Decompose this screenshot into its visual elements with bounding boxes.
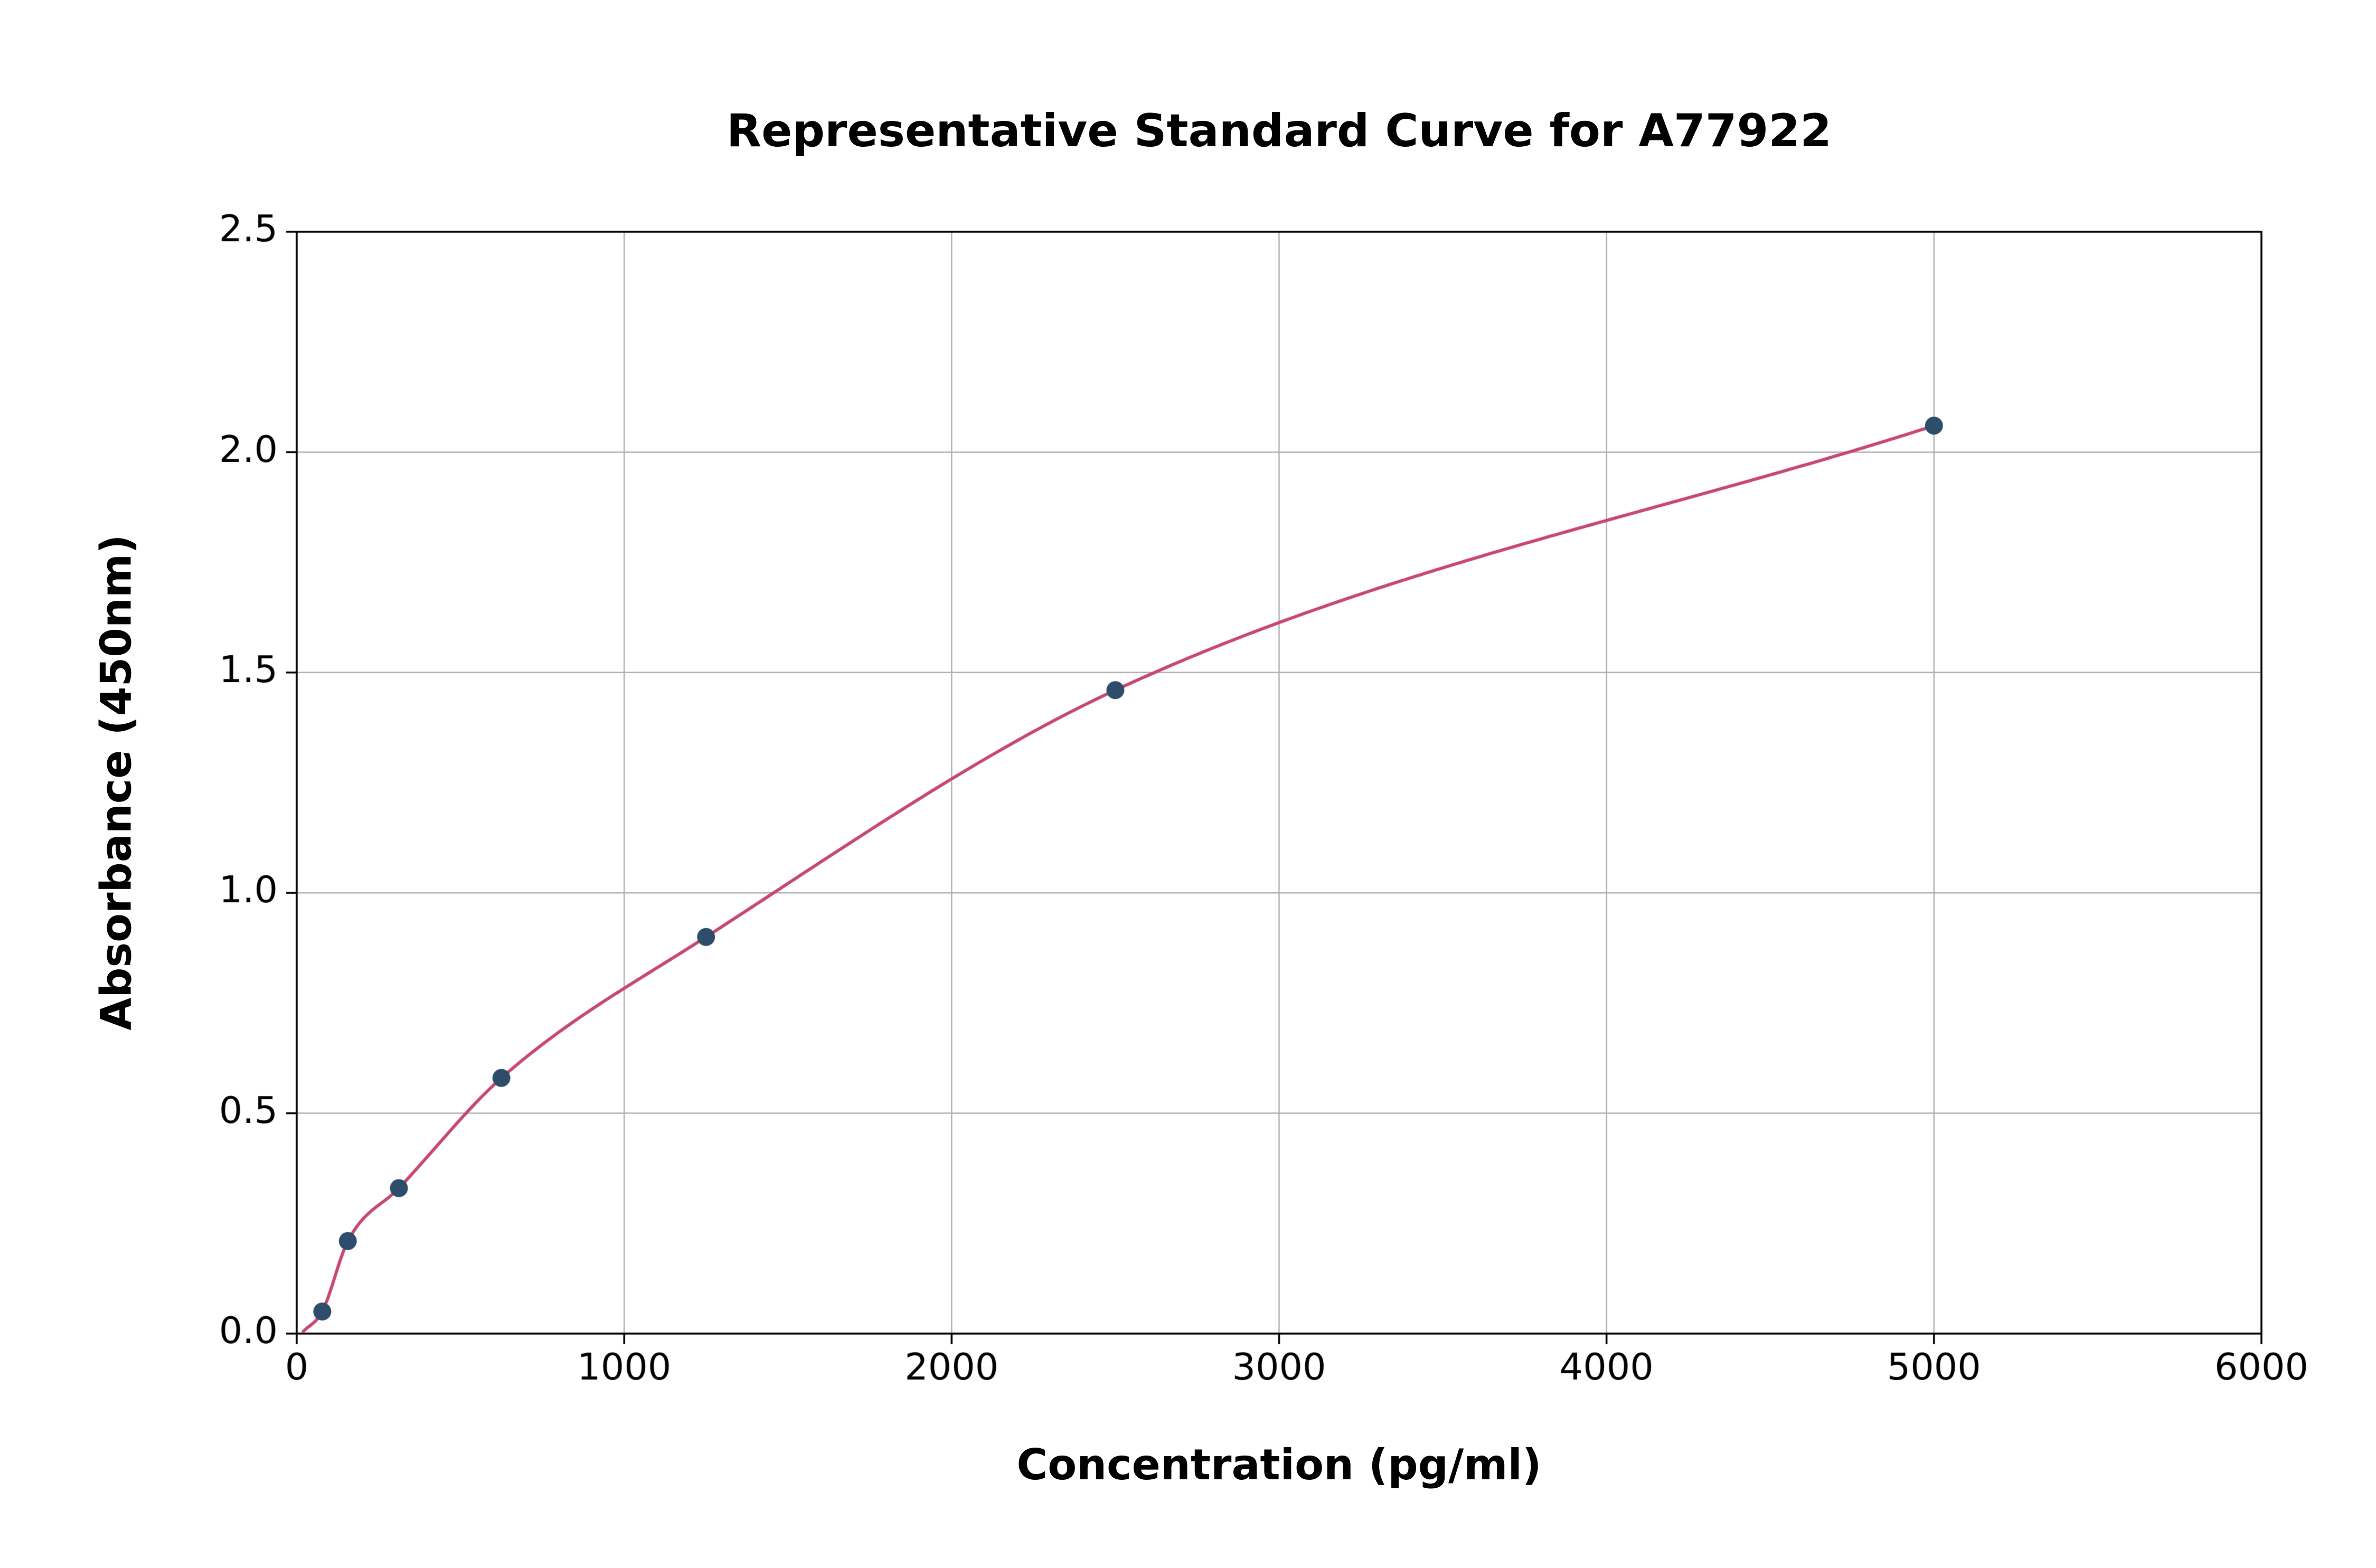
x-axis-label: Concentration (pg/ml) [1016, 1440, 1542, 1489]
chart-title: Representative Standard Curve for A77922 [726, 105, 1832, 157]
y-axis-label: Absorbance (450nm) [91, 534, 141, 1031]
